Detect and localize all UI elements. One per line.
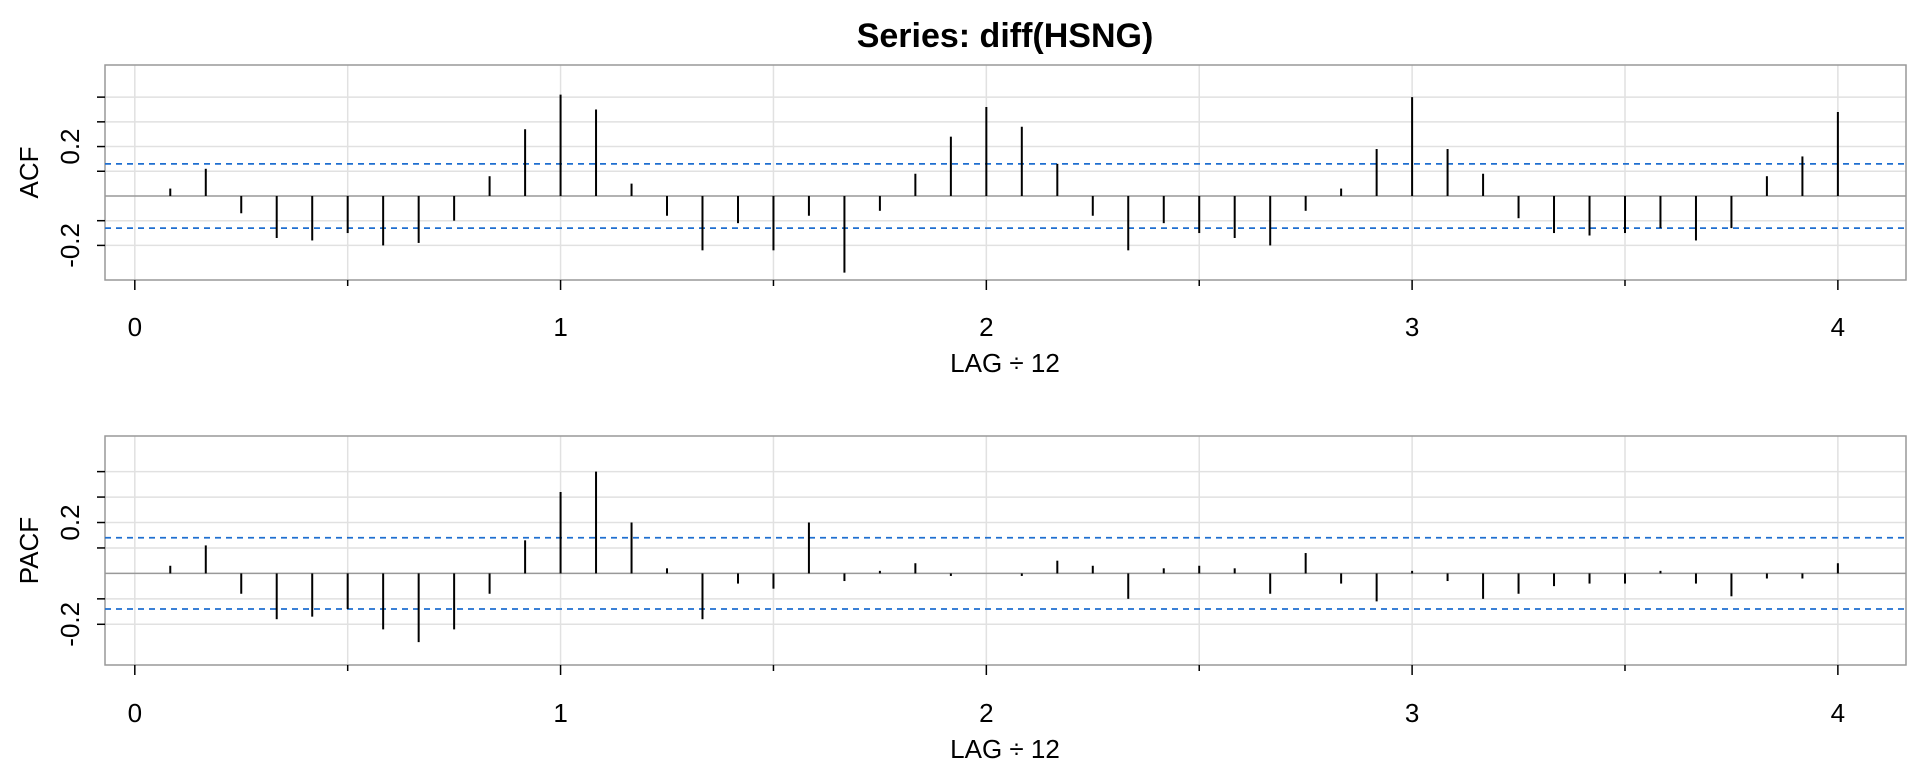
acf-panel: 0 1 2 3 4 -0.2 0.2 LAG ÷ 12 ACF [14, 64, 1907, 378]
y-axis-label: ACF [14, 147, 44, 199]
pacf-panel: 0 1 2 3 4 -0.2 0.2 LAG ÷ 12 PACF [14, 435, 1907, 764]
x-tick-label: 2 [979, 698, 993, 728]
x-tick-label: 1 [553, 698, 567, 728]
plot-frame [104, 435, 1907, 666]
x-tick-label: 4 [1831, 698, 1845, 728]
plot-frame [104, 64, 1907, 281]
x-tick-label: 2 [979, 312, 993, 342]
y-axis-label: PACF [14, 517, 44, 584]
x-tick-label: 3 [1405, 698, 1419, 728]
chart-title: Series: diff(HSNG) [857, 17, 1154, 55]
x-tick-label: 1 [553, 312, 567, 342]
x-tick-label: 3 [1405, 312, 1419, 342]
x-axis-label: LAG ÷ 12 [950, 734, 1060, 764]
y-tick-label: 0.2 [55, 128, 85, 164]
y-tick-label: 0.2 [55, 504, 85, 540]
y-tick-label: -0.2 [55, 223, 85, 268]
x-tick-label: 4 [1831, 312, 1845, 342]
x-tick-label: 0 [128, 698, 142, 728]
x-tick-label: 0 [128, 312, 142, 342]
y-tick-label: -0.2 [55, 602, 85, 647]
x-axis-label: LAG ÷ 12 [950, 348, 1060, 378]
